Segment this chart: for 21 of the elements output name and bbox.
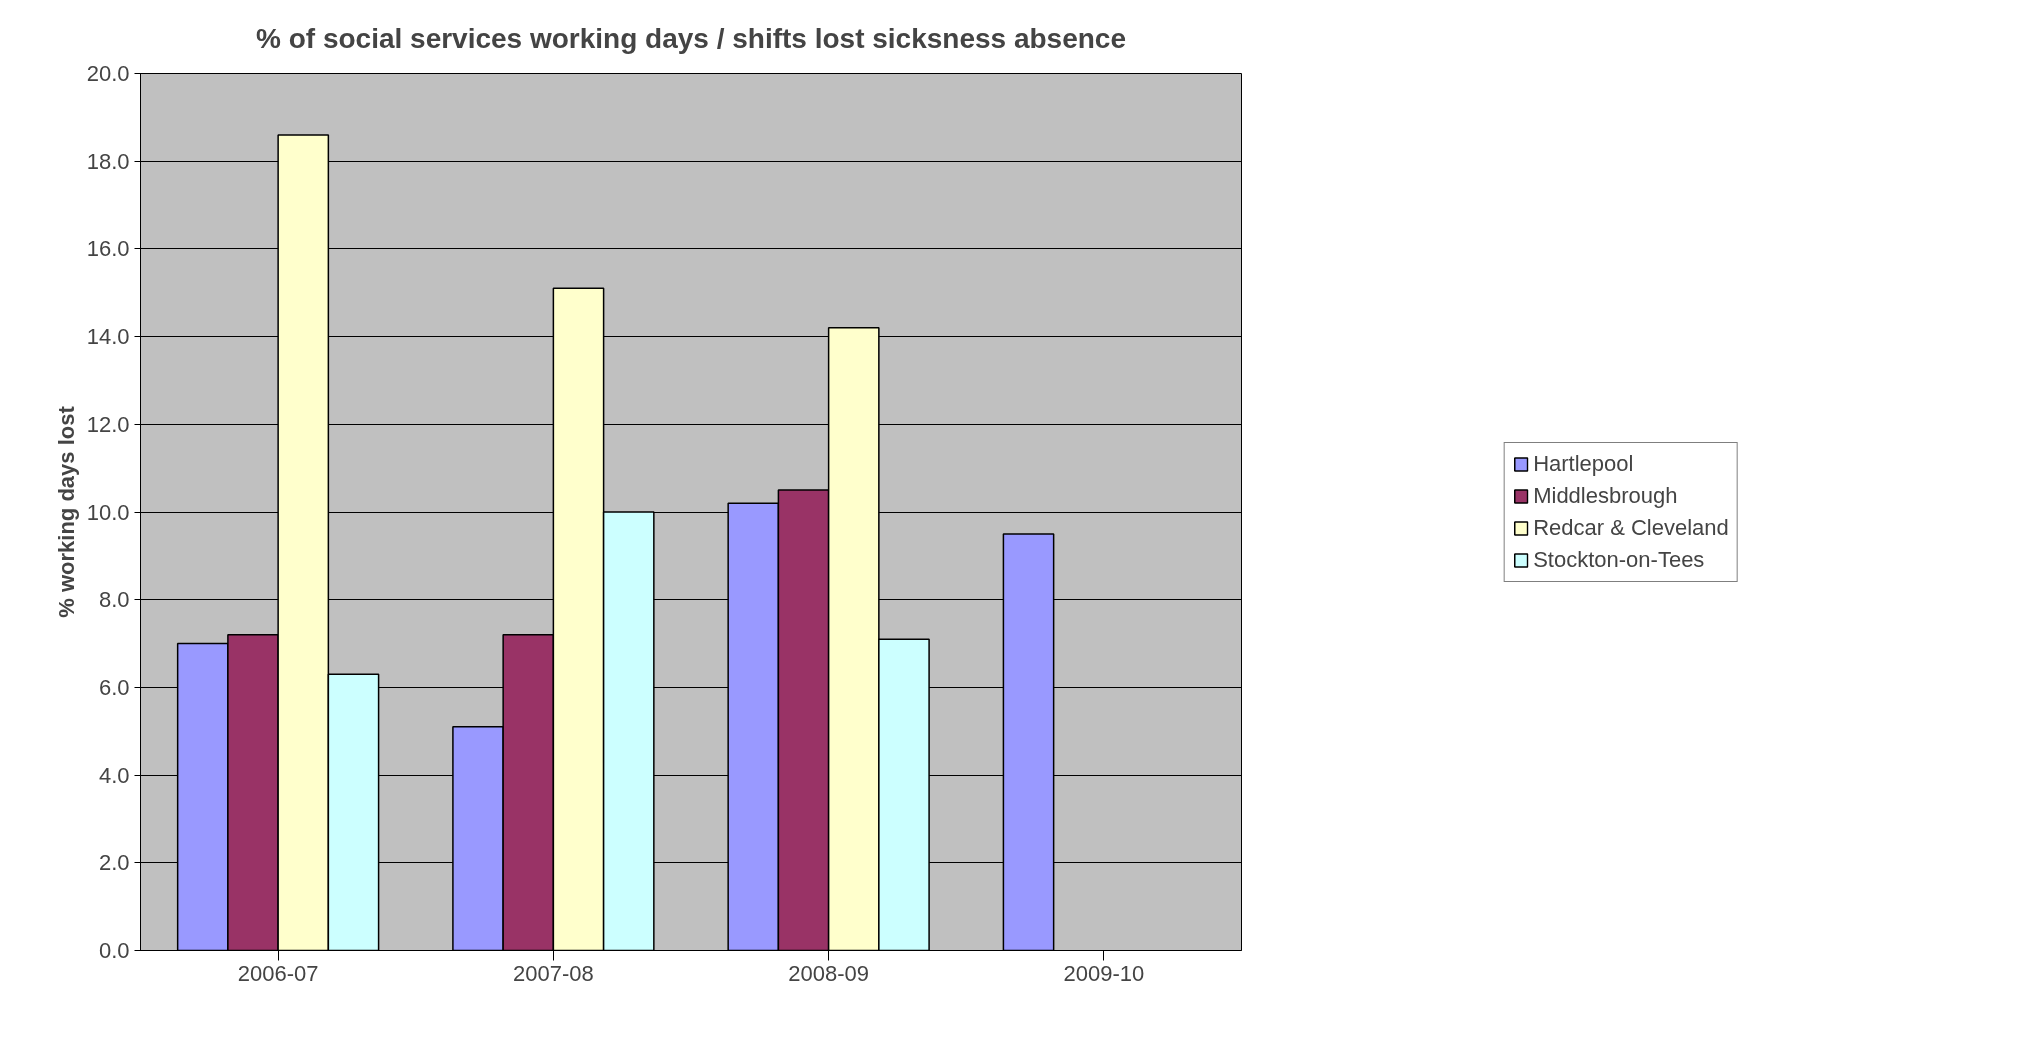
x-tick-label: 2006-07	[237, 960, 319, 986]
y-tick-label: 12.0	[86, 411, 130, 437]
x-tick-label: 2008-09	[788, 960, 870, 986]
legend-label: Redcar & Cleveland	[1533, 514, 1729, 541]
legend-label: Middlesbrough	[1533, 482, 1678, 509]
x-tick-label: 2007-08	[513, 960, 594, 986]
legend-label: Hartlepool	[1533, 450, 1634, 477]
legend-label: Stockton-on-Tees	[1533, 546, 1705, 573]
y-tick-label: 4.0	[98, 762, 130, 788]
y-tick-label: 16.0	[86, 236, 130, 262]
y-tick-label: 14.0	[86, 324, 130, 350]
y-tick-label: 20.0	[86, 61, 130, 86]
y-tick-label: 6.0	[98, 674, 130, 700]
chart-title: % of social services working days / shifts lost sicksness absence	[256, 22, 1126, 54]
y-axis-title: % working days lost	[53, 405, 79, 618]
y-tick-label: 10.0	[86, 499, 130, 525]
y-tick-label: 0.0	[98, 938, 130, 963]
y-tick-label: 2.0	[98, 850, 130, 876]
x-tick-label: 2009-10	[1063, 960, 1145, 986]
y-tick-label: 18.0	[86, 148, 130, 174]
y-tick-label: 8.0	[98, 587, 130, 613]
